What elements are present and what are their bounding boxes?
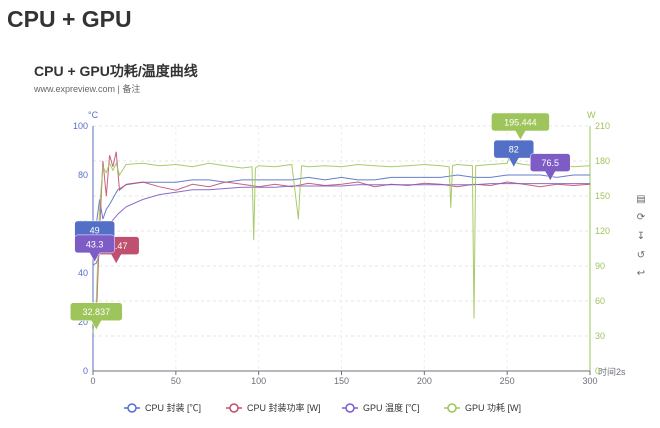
right-axis-label: W (587, 110, 596, 120)
series-line-3 (92, 142, 591, 333)
left-tick-label: 80 (78, 170, 88, 180)
legend[interactable]: CPU 封装 [℃] CPU 封装功率 [W] GPU 温度 [℃] GPU 功耗 [… (124, 402, 521, 413)
marker-pin (491, 112, 550, 141)
marker-pin (70, 302, 123, 331)
x-tick-label: 50 (171, 376, 181, 386)
legend-label: CPU 封装功率 [W] (247, 402, 321, 413)
marker-label: 82 (509, 145, 519, 155)
legend-label: CPU 封装 [℃] (145, 402, 201, 413)
marker-label: 32.837 (83, 307, 111, 317)
right-tick-label: 0 (595, 366, 600, 376)
right-tick-label: 210 (595, 121, 610, 131)
legend-item-1[interactable]: CPU 封装功率 [W] (226, 402, 321, 413)
x-axis-label: 时间2s (598, 366, 626, 377)
page-title: CPU + GPU (7, 6, 132, 32)
chart-title: CPU + GPU功耗/温度曲线 (34, 63, 198, 79)
axes: °C W 时间2s (88, 110, 626, 377)
x-tick-label: 200 (417, 376, 432, 386)
marker-label: 43.3 (86, 239, 104, 249)
x-tick-label: 0 (90, 376, 95, 386)
right-tick-label: 180 (595, 156, 610, 166)
right-tick-label: 120 (595, 226, 610, 236)
left-tick-label: 0 (83, 366, 88, 376)
marker-pin (493, 139, 535, 168)
download-icon[interactable]: ↧ (636, 231, 646, 242)
legend-label: GPU 功耗 [W] (465, 403, 521, 413)
data-view-icon[interactable]: ▤ (636, 194, 646, 205)
right-tick-label: 30 (595, 331, 605, 341)
series-line-0 (92, 174, 590, 251)
left-tick-label: 20 (78, 317, 88, 327)
left-tick-label: 40 (78, 268, 88, 278)
x-tick-label: 100 (251, 376, 266, 386)
legend-symbol (127, 403, 137, 413)
legend-symbol (447, 403, 457, 413)
chart-subtitle: www.expreview.com | 备注 (34, 84, 141, 94)
marker-2: 76.5 (529, 153, 571, 182)
legend-item-0[interactable]: CPU 封装 [℃] (124, 402, 201, 413)
right-tick-label: 150 (595, 191, 610, 201)
marker-3: 195.444 (491, 112, 550, 141)
marker-label: 49 (90, 225, 100, 235)
legend-item-3[interactable]: GPU 功耗 [W] (444, 403, 521, 413)
right-tick-label: 90 (595, 261, 605, 271)
legend-item-2[interactable]: GPU 温度 [℃] (342, 402, 420, 413)
marker-label: 89.47 (105, 241, 128, 251)
left-axis-label: °C (88, 110, 99, 120)
legend-symbol (345, 403, 355, 413)
zoom-icon[interactable]: ↺ (636, 250, 646, 261)
restore-icon[interactable]: ↩ (636, 268, 646, 279)
series-lines (92, 142, 591, 333)
x-tick-label: 150 (334, 376, 349, 386)
x-tick-label: 250 (500, 376, 515, 386)
series-line-1 (92, 151, 591, 325)
x-tick-label: 300 (582, 376, 597, 386)
marker-0: 82 (493, 139, 535, 168)
marker-label: 195.444 (504, 117, 537, 127)
left-tick-label: 100 (73, 121, 88, 131)
legend-symbol (229, 403, 239, 413)
marker-pin (529, 153, 571, 182)
refresh-icon[interactable]: ⟳ (636, 212, 646, 223)
marker-label: 76.5 (541, 158, 559, 168)
marker-pin (74, 234, 115, 263)
marker-3: 32.837 (70, 302, 123, 331)
marker-2: 43.3 (74, 234, 115, 263)
right-tick-label: 60 (595, 296, 605, 306)
legend-label: GPU 温度 [℃] (363, 402, 420, 413)
